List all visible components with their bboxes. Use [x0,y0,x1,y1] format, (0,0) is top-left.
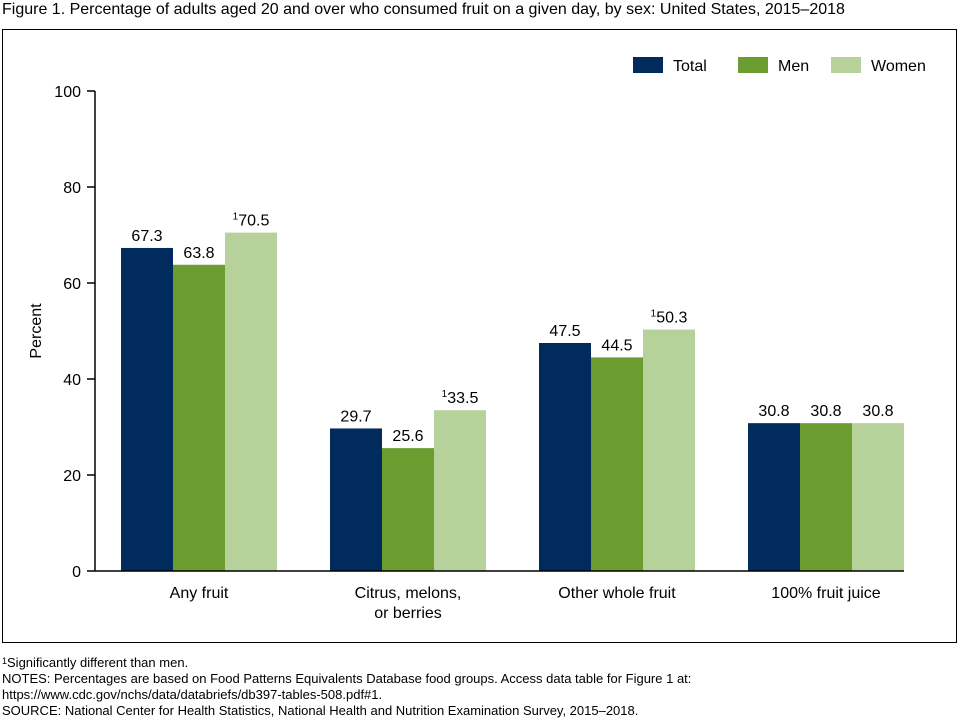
data-label: 133.5 [442,389,479,407]
x-category-label: Any fruit [170,585,229,602]
bar-women [852,423,904,571]
bar-total [330,428,382,571]
bar-women [434,410,486,571]
figure-title: Figure 1. Percentage of adults aged 20 a… [2,1,845,18]
y-tick-label: 100 [54,84,81,101]
x-category-label: or berries [374,605,442,622]
legend-swatch-men [738,57,768,73]
data-label: 30.8 [862,403,893,420]
bar-men [173,264,225,571]
bar-men [382,448,434,571]
significance-text: Significantly different than men. [7,655,189,670]
notes-line-1: NOTES: Percentages are based on Food Pat… [2,671,692,686]
data-label: 44.5 [601,337,632,354]
data-label: 30.8 [810,403,841,420]
bar-men [591,357,643,571]
y-tick-label: 20 [63,468,81,485]
y-tick-label: 40 [63,372,81,389]
bar-women [225,232,277,571]
significance-note: 1Significantly different than men. [2,655,691,671]
bar-total [539,343,591,571]
y-tick-label: 0 [72,564,81,581]
source-line: SOURCE: National Center for Health Stati… [2,703,639,718]
legend-label-total: Total [673,58,707,75]
legend-label-men: Men [778,58,809,75]
legend-label-women: Women [871,58,926,75]
bar-chart: 0 20 40 60 80 100 Percent 67.3 63.8 170.5 Any frui… [28,57,926,622]
data-label: 63.8 [183,245,214,262]
bar-men [800,423,852,571]
bar-total [121,247,173,571]
footnotes: 1Significantly different than men. NOTES… [2,655,691,719]
bar-total [748,423,800,571]
footnote-marker: 1 [2,656,8,666]
chart-frame: 0 20 40 60 80 100 Percent 67.3 63.8 170.5 Any frui… [2,29,957,643]
x-category-label: 100% fruit juice [771,585,880,602]
legend-swatch-total [633,57,663,73]
bar-women [643,329,695,571]
data-label: 29.7 [340,408,371,425]
y-tick-label: 60 [63,276,81,293]
data-label: 47.5 [549,323,580,340]
y-axis-label: Percent [28,303,45,359]
y-tick-label: 80 [63,180,81,197]
data-label: 67.3 [131,228,162,245]
notes-line-2: https://www.cdc.gov/nchs/data/databriefs… [2,687,383,702]
data-label: 170.5 [233,212,270,230]
x-category-label: Citrus, melons, [355,585,462,602]
data-label: 25.6 [392,428,423,445]
legend-swatch-women [831,57,861,73]
data-label: 150.3 [651,309,688,327]
data-label: 30.8 [758,403,789,420]
x-category-label: Other whole fruit [558,585,676,602]
